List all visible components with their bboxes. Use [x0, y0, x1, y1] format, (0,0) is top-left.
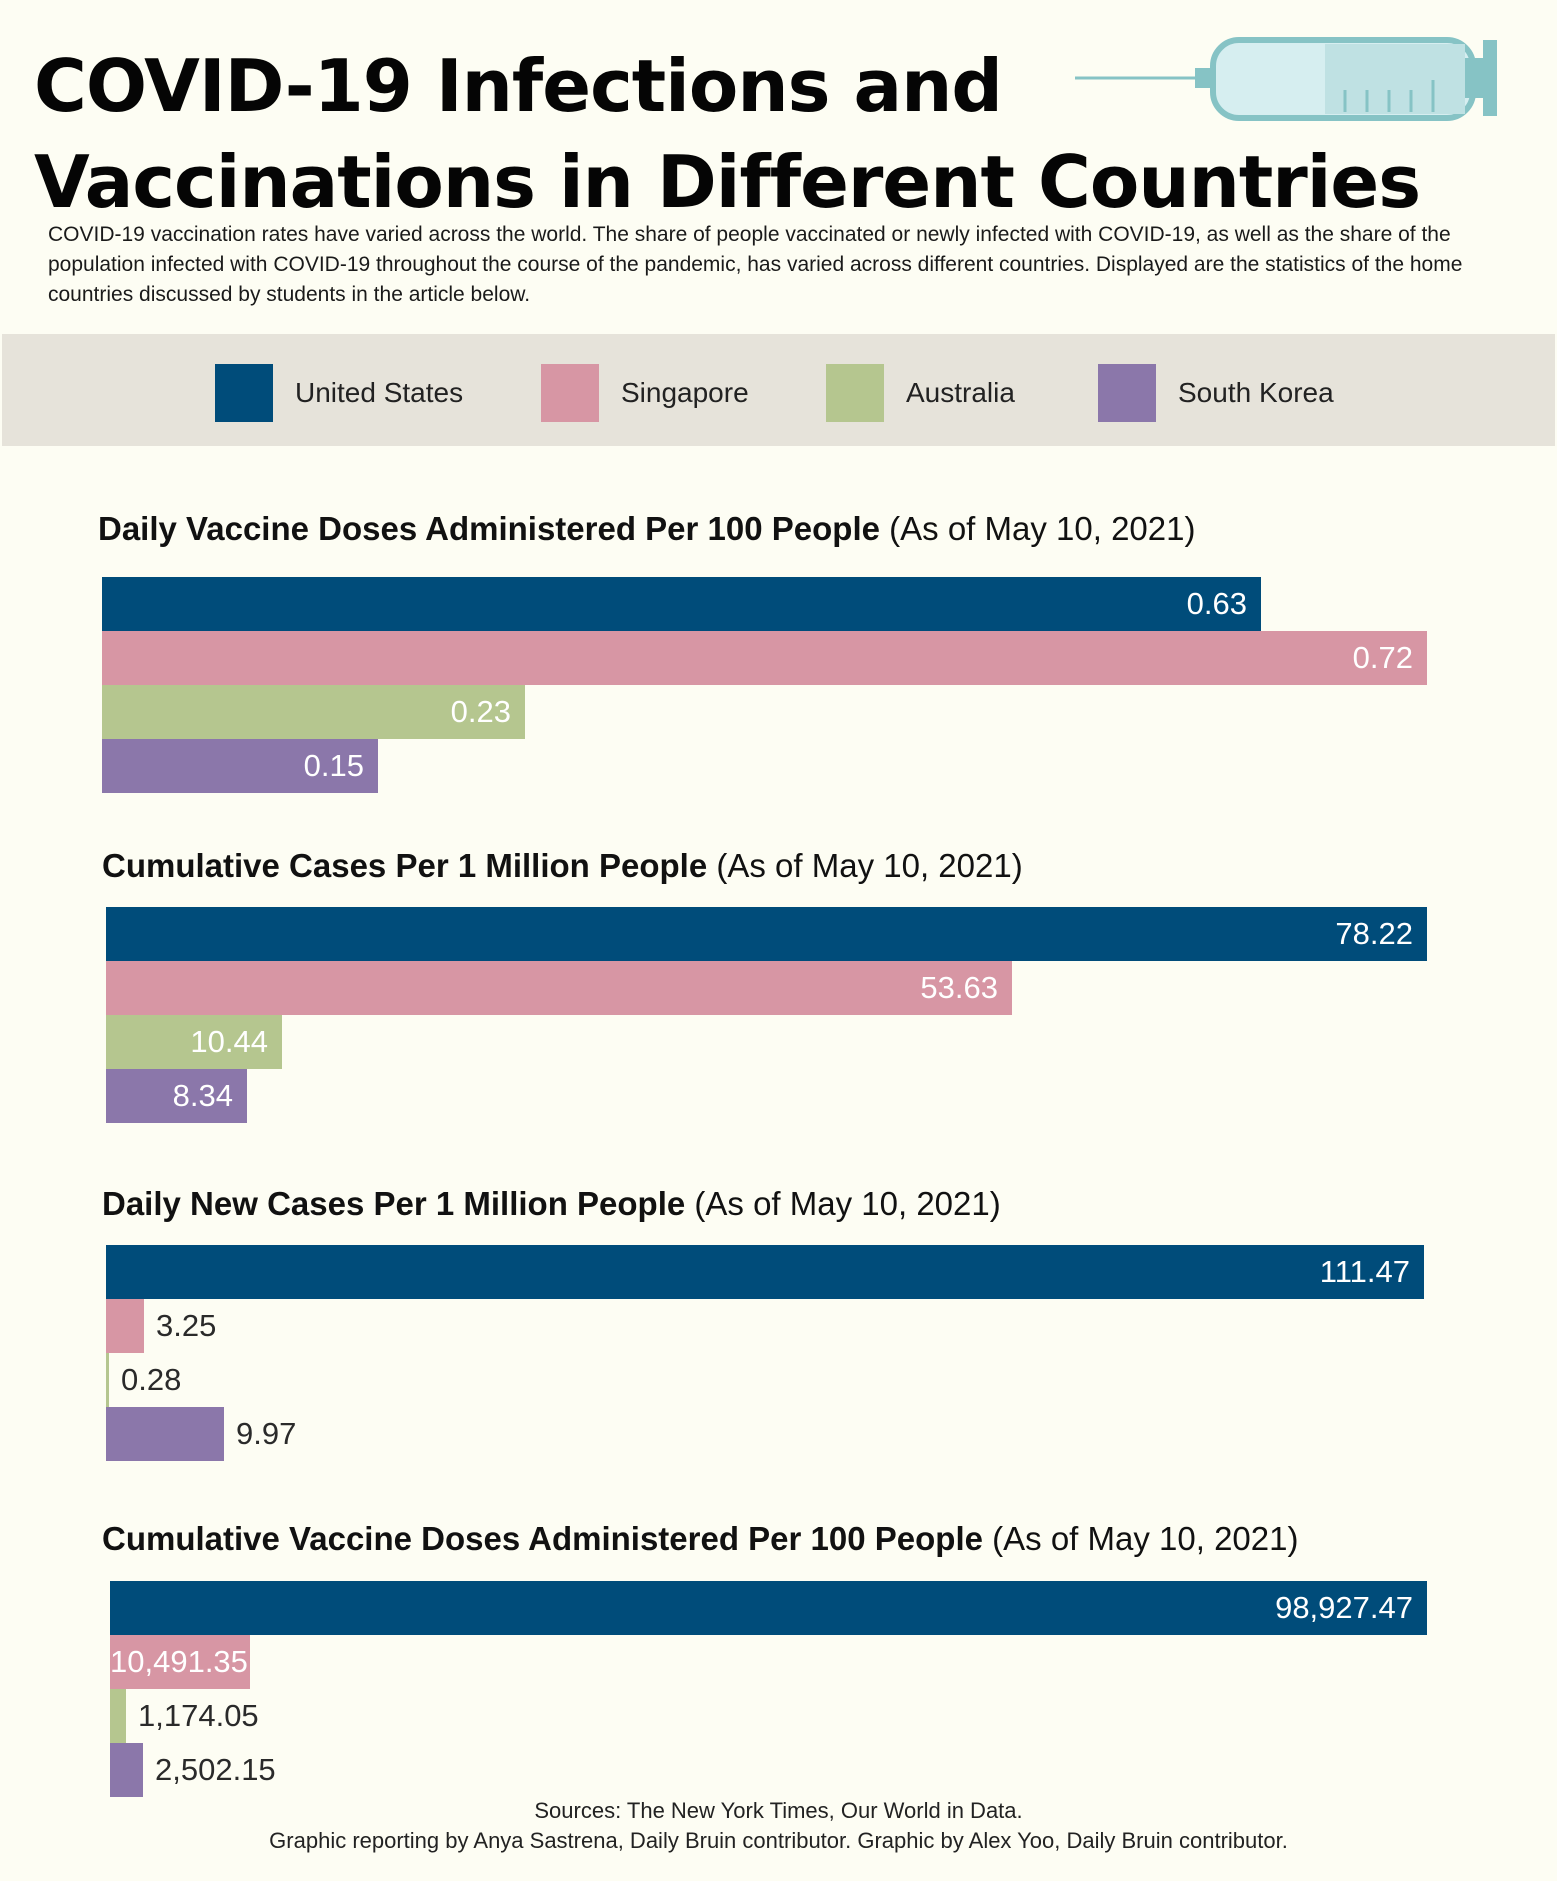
legend-item-south-korea: South Korea — [1098, 364, 1334, 422]
bar-singapore — [106, 1299, 144, 1353]
chart-title-text: Cumulative Vaccine Doses Administered Pe… — [102, 1520, 983, 1557]
chart-title-text: Daily Vaccine Doses Administered Per 100… — [98, 510, 880, 547]
sources-text: Sources: The New York Times, Our World i… — [534, 1798, 1023, 1823]
bar-value-label-south-korea: 0.15 — [303, 748, 364, 783]
bar-australia — [102, 685, 525, 739]
title-line-2: Vaccinations in Different Countries — [34, 140, 1421, 224]
bar-value-label-singapore: 0.72 — [1352, 640, 1413, 675]
chart-title-cumulative-vaccine-doses: Cumulative Vaccine Doses Administered Pe… — [102, 1520, 1298, 1558]
footer-credits: Sources: The New York Times, Our World i… — [0, 1796, 1557, 1856]
legend-label-south-korea: South Korea — [1178, 377, 1334, 408]
chart-subtitle-text: (As of May 10, 2021) — [889, 510, 1196, 547]
legend: United States Singapore Australia South … — [2, 334, 1555, 446]
bar-singapore — [106, 961, 1012, 1015]
bar-south-korea — [102, 739, 378, 793]
legend-swatch-south-korea — [1098, 364, 1156, 422]
chart-title-text: Cumulative Cases Per 1 Million People — [102, 847, 708, 884]
legend-item-singapore: Singapore — [541, 364, 749, 422]
title-line-1: COVID-19 Infections and — [34, 44, 1003, 128]
chart-subtitle-text: (As of May 10, 2021) — [694, 1185, 1001, 1222]
intro-text: COVID-19 vaccination rates have varied a… — [48, 223, 1463, 306]
chart-title-text: Daily New Cases Per 1 Million People — [102, 1185, 686, 1222]
bar-value-label-singapore: 53.63 — [920, 970, 998, 1005]
legend-label-australia: Australia — [906, 377, 1015, 408]
bar-australia — [106, 1353, 109, 1407]
bar-value-label-australia: 10.44 — [190, 1024, 268, 1059]
bar-value-label-singapore: 10,491.35 — [110, 1644, 248, 1679]
bar-value-label-south-korea: 9.97 — [236, 1416, 297, 1451]
chart-title-daily-vaccine-doses: Daily Vaccine Doses Administered Per 100… — [98, 510, 1195, 548]
bar-south-korea — [110, 1743, 143, 1797]
bar-value-label-united-states: 111.47 — [1319, 1254, 1410, 1289]
legend-label-singapore: Singapore — [621, 377, 749, 408]
bar-united-states — [110, 1581, 1427, 1635]
bar-value-label-australia: 0.23 — [450, 694, 511, 729]
bar-south-korea — [106, 1407, 224, 1461]
bar-value-label-south-korea: 2,502.15 — [155, 1752, 276, 1787]
bar-value-label-south-korea: 8.34 — [172, 1078, 233, 1113]
bar-singapore — [102, 631, 1427, 685]
bar-south-korea — [106, 1069, 247, 1123]
legend-swatch-australia — [826, 364, 884, 422]
credits-text: Graphic reporting by Anya Sastrena, Dail… — [269, 1828, 1288, 1853]
legend-label-united-states: United States — [295, 377, 464, 408]
chart-title-daily-new-cases: Daily New Cases Per 1 Million People (As… — [102, 1185, 1001, 1223]
bar-value-label-singapore: 3.25 — [156, 1308, 217, 1343]
bar-united-states — [106, 1245, 1424, 1299]
bar-value-label-united-states: 78.22 — [1335, 916, 1413, 951]
chart-subtitle-text: (As of May 10, 2021) — [992, 1520, 1299, 1557]
chart-title-cumulative-cases: Cumulative Cases Per 1 Million People (A… — [102, 847, 1023, 885]
chart-subtitle-text: (As of May 10, 2021) — [716, 847, 1023, 884]
legend-swatch-united-states — [215, 364, 273, 422]
bar-united-states — [106, 907, 1427, 961]
bar-value-label-australia: 1,174.05 — [138, 1698, 259, 1733]
bar-value-label-australia: 0.28 — [121, 1362, 182, 1397]
bar-australia — [110, 1689, 126, 1743]
legend-swatch-singapore — [541, 364, 599, 422]
syringe-icon — [1075, 37, 1497, 121]
legend-item-united-states: United States — [215, 364, 463, 422]
bar-value-label-united-states: 0.63 — [1186, 586, 1247, 621]
legend-item-australia: Australia — [826, 364, 1015, 422]
bar-australia — [106, 1015, 282, 1069]
bar-value-label-united-states: 98,927.47 — [1275, 1590, 1413, 1625]
bar-singapore — [110, 1635, 250, 1689]
page-title: COVID-19 Infections and Vaccinations in … — [34, 38, 1421, 230]
bar-united-states — [102, 577, 1261, 631]
